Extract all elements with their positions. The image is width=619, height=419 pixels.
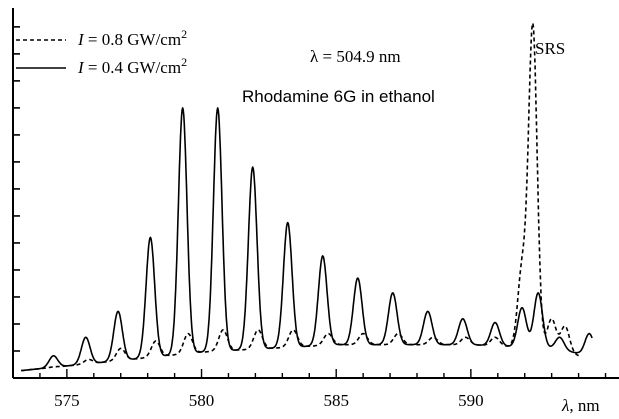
annotation-wavelength: λ = 504.9 nm: [310, 47, 401, 66]
x-tick-label-3: 590: [458, 391, 484, 410]
legend-symbol-solid: I: [77, 58, 85, 77]
x-tick-label-1: 580: [189, 391, 215, 410]
series-line-dashed: [20, 22, 579, 372]
plot-area: [20, 22, 593, 372]
series-line-solid: [20, 107, 593, 372]
legend-sup-solid: 2: [181, 55, 187, 69]
legend-symbol-dashed: I: [77, 30, 85, 49]
x-axis-label: λ, nm: [561, 396, 600, 414]
x-tick-label-0: 575: [54, 391, 80, 410]
x-tick-label-2: 585: [323, 391, 349, 410]
legend-text-solid: = 0.4 GW/cm: [84, 58, 181, 77]
annotation-srs: SRS: [535, 39, 565, 58]
axes-group: 575 580 585 590: [12, 8, 619, 410]
legend: I = 0.8 GW/cm2 I = 0.4 GW/cm2: [16, 27, 187, 77]
x-axis-symbol: λ: [561, 396, 569, 414]
legend-text-dashed: = 0.8 GW/cm: [84, 30, 181, 49]
legend-sup-dashed: 2: [181, 27, 187, 41]
x-axis-unit: , nm: [569, 396, 599, 414]
legend-label-dashed: I = 0.8 GW/cm2: [77, 27, 187, 49]
legend-label-solid: I = 0.4 GW/cm2: [77, 55, 187, 77]
annotation-sample: Rhodamine 6G in ethanol: [242, 87, 435, 106]
